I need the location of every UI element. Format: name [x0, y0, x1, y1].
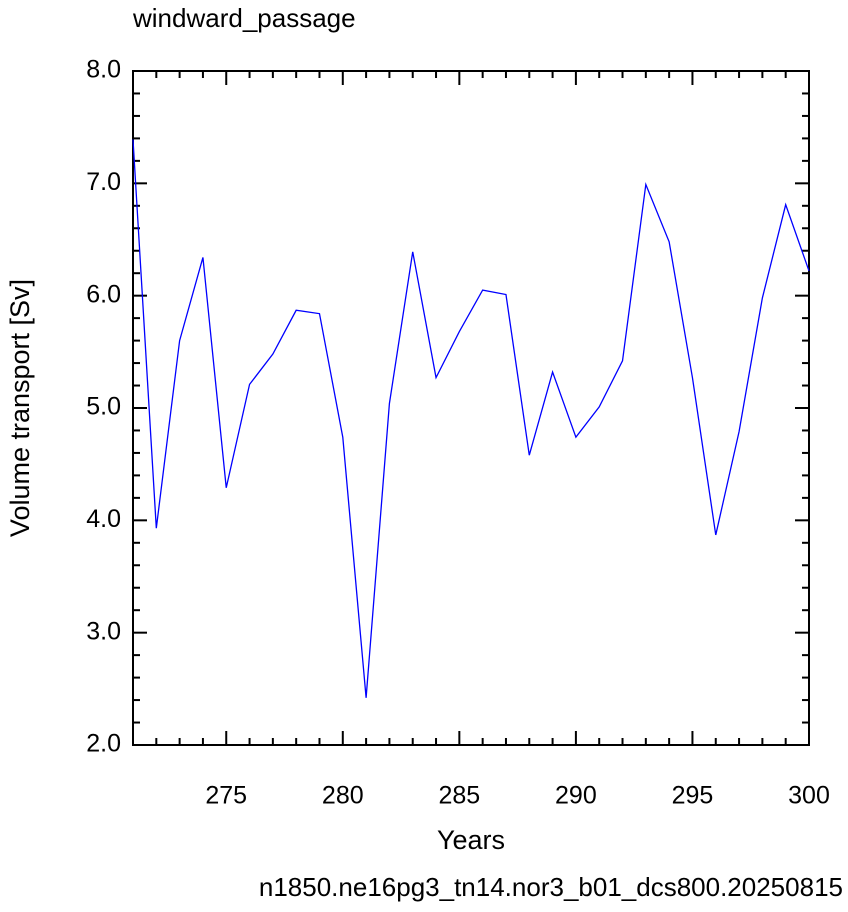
x-tick-label: 285 [438, 782, 480, 810]
y-axis-label: Volume transport [Sv] [5, 279, 35, 537]
y-tick-label: 8.0 [86, 56, 121, 84]
y-tick-label: 2.0 [86, 730, 121, 758]
y-tick-label: 4.0 [86, 505, 121, 533]
x-tick-label: 295 [672, 782, 714, 810]
data-line [132, 139, 810, 698]
y-tick-label: 6.0 [86, 280, 121, 308]
x-tick-label: 275 [205, 782, 247, 810]
y-tick-label: 5.0 [86, 393, 121, 421]
x-tick-label: 290 [555, 782, 597, 810]
y-tick-label: 7.0 [86, 168, 121, 196]
chart-title: windward_passage [132, 3, 356, 33]
x-axis-label: Years [437, 825, 505, 855]
plot-frame [132, 70, 810, 746]
footer-text: n1850.ne16pg3_tn14.nor3_b01_dcs800.20250… [259, 872, 843, 902]
x-tick-label: 280 [322, 782, 364, 810]
y-tick-label: 3.0 [86, 617, 121, 645]
x-tick-label: 300 [788, 782, 830, 810]
